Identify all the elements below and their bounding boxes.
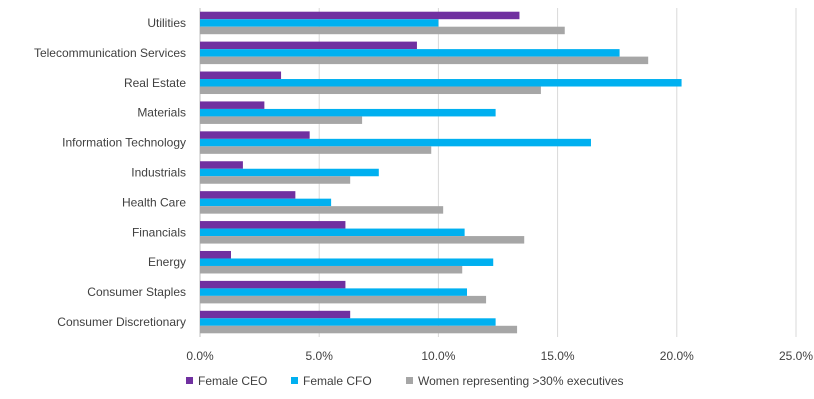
- legend-swatch: [291, 377, 298, 384]
- category-label: Real Estate: [124, 76, 186, 90]
- bar-female-cfo: [200, 79, 682, 87]
- bar-female-cfo: [200, 228, 465, 237]
- bar-women-representing-30-executives: [200, 26, 565, 35]
- bar-female-ceo: [200, 221, 346, 229]
- bar-female-cfo: [200, 49, 620, 57]
- bar-women-representing-30-executives: [200, 236, 525, 244]
- category-label: Utilities: [147, 16, 186, 30]
- bar-women-representing-30-executives: [200, 56, 649, 65]
- x-tick-label: 0.0%: [186, 349, 214, 363]
- bar-female-cfo: [200, 168, 379, 177]
- legend-label: Women representing >30% executives: [418, 374, 624, 388]
- category-label: Energy: [148, 255, 186, 269]
- bar-female-ceo: [200, 161, 243, 169]
- legend-label: Female CFO: [303, 374, 372, 388]
- category-labels: Utilities Telecommunication Services Real …: [34, 16, 186, 329]
- bar-women-representing-30-executives: [200, 265, 463, 274]
- x-tick-label: 15.0%: [541, 349, 575, 363]
- legend-swatch: [406, 377, 413, 384]
- bar-female-cfo: [200, 108, 496, 117]
- x-tick-label: 5.0%: [306, 349, 334, 363]
- bar-women-representing-30-executives: [200, 325, 518, 334]
- bar-female-ceo: [200, 71, 282, 80]
- bar-female-ceo: [200, 11, 520, 20]
- category-label: Health Care: [122, 195, 186, 209]
- category-label: Industrials: [131, 166, 186, 180]
- bar-women-representing-30-executives: [200, 176, 351, 184]
- bar-women-representing-30-executives: [200, 146, 432, 154]
- bar-female-cfo: [200, 198, 332, 207]
- bar-female-cfo: [200, 19, 439, 27]
- category-label: Consumer Discretionary: [57, 315, 186, 329]
- bar-female-ceo: [200, 310, 351, 319]
- category-label: Financials: [132, 225, 186, 239]
- bar-female-ceo: [200, 250, 231, 259]
- bar-female-cfo: [200, 288, 468, 296]
- bar-women-representing-30-executives: [200, 86, 541, 95]
- x-tick-label: 20.0%: [660, 349, 694, 363]
- category-label: Telecommunication Services: [34, 46, 186, 60]
- x-axis-tick-labels: 0.0% 5.0% 10.0% 15.0% 20.0% 25.0%: [186, 349, 813, 363]
- bars: [200, 11, 682, 334]
- bar-women-representing-30-executives: [200, 295, 487, 304]
- bar-female-ceo: [200, 280, 346, 289]
- x-tick-label: 10.0%: [421, 349, 455, 363]
- category-label: Consumer Staples: [87, 285, 186, 299]
- bar-female-cfo: [200, 258, 494, 266]
- bar-female-ceo: [200, 131, 310, 139]
- bar-female-cfo: [200, 138, 591, 147]
- category-label: Information Technology: [62, 136, 186, 150]
- bar-women-representing-30-executives: [200, 116, 363, 124]
- bar-women-representing-30-executives: [200, 206, 444, 214]
- legend-swatch: [186, 377, 193, 384]
- bar-female-cfo: [200, 318, 496, 326]
- bar-female-ceo: [200, 191, 296, 199]
- bar-female-ceo: [200, 41, 417, 50]
- bar-female-ceo: [200, 101, 265, 109]
- legend: Female CEO Female CFO Women representing >…: [186, 374, 624, 388]
- legend-label: Female CEO: [198, 374, 267, 388]
- category-label: Materials: [137, 106, 186, 120]
- x-tick-label: 25.0%: [779, 349, 813, 363]
